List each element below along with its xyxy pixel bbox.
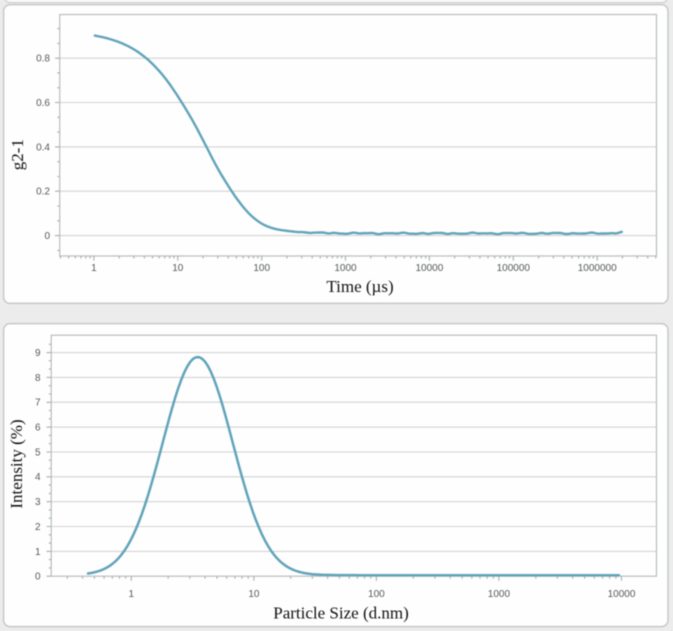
svg-text:2: 2 [35, 522, 41, 533]
svg-text:100: 100 [253, 263, 270, 274]
svg-text:10: 10 [172, 263, 184, 274]
svg-text:1: 1 [35, 547, 41, 558]
svg-text:9: 9 [35, 348, 41, 359]
svg-text:100000: 100000 [497, 263, 531, 274]
svg-text:Time (µs): Time (µs) [326, 277, 393, 296]
svg-text:3: 3 [35, 497, 41, 508]
svg-text:1: 1 [129, 589, 135, 600]
svg-text:10000: 10000 [415, 263, 443, 274]
svg-text:1000: 1000 [334, 263, 357, 274]
svg-text:100: 100 [368, 589, 385, 600]
svg-text:0.2: 0.2 [36, 187, 50, 198]
svg-text:1000: 1000 [488, 589, 511, 600]
svg-text:6: 6 [35, 423, 41, 434]
svg-text:Intensity (%): Intensity (%) [7, 419, 26, 508]
svg-text:1: 1 [91, 263, 97, 274]
svg-text:7: 7 [35, 398, 41, 409]
svg-text:0: 0 [35, 572, 41, 583]
svg-text:8: 8 [35, 373, 41, 384]
svg-text:10: 10 [248, 589, 260, 600]
svg-text:1000000: 1000000 [578, 263, 617, 274]
svg-text:0.8: 0.8 [36, 54, 50, 65]
svg-text:g2-1: g2-1 [8, 139, 27, 170]
svg-text:Particle Size (d.nm): Particle Size (d.nm) [273, 604, 409, 623]
svg-text:10000: 10000 [608, 589, 636, 600]
svg-text:0: 0 [44, 231, 50, 242]
svg-text:0.6: 0.6 [36, 98, 50, 109]
svg-text:4: 4 [35, 472, 41, 483]
svg-text:0.4: 0.4 [36, 142, 50, 153]
svg-text:5: 5 [35, 447, 41, 458]
